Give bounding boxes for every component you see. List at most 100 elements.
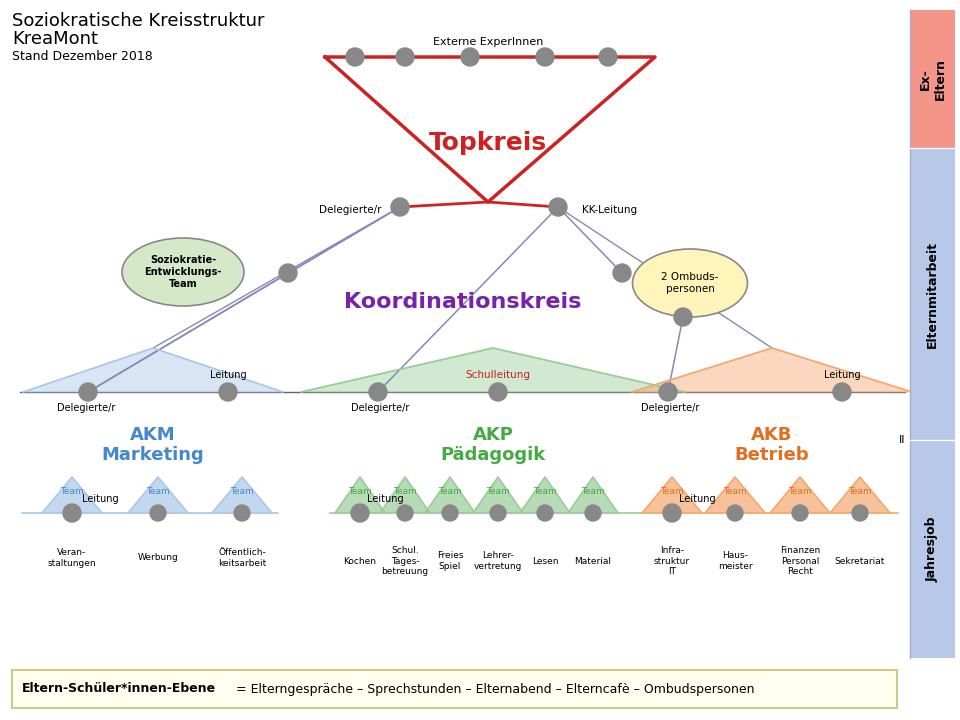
Text: Schul.
Tages-
betreuung: Schul. Tages- betreuung (381, 546, 428, 576)
Text: AKM
Marketing: AKM Marketing (102, 426, 204, 464)
Text: Lesen: Lesen (532, 557, 559, 565)
Text: Team: Team (230, 487, 253, 495)
Polygon shape (380, 477, 430, 513)
Text: Leitung: Leitung (824, 370, 860, 380)
Text: Leitung: Leitung (367, 494, 403, 504)
Circle shape (599, 48, 617, 66)
Text: Eltern-Schüler*innen-Ebene: Eltern-Schüler*innen-Ebene (22, 683, 216, 696)
Polygon shape (128, 477, 188, 513)
Polygon shape (568, 477, 618, 513)
Ellipse shape (633, 249, 748, 317)
Text: Material: Material (574, 557, 612, 565)
Circle shape (489, 383, 507, 401)
Text: Stand Dezember 2018: Stand Dezember 2018 (12, 50, 153, 63)
Polygon shape (770, 477, 830, 513)
Text: AKB
Betrieb: AKB Betrieb (734, 426, 809, 464)
Text: = Elterngespräche – Sprechstunden – Elternabend – Elterncafè – Ombudspersonen: = Elterngespräche – Sprechstunden – Elte… (232, 683, 755, 696)
Text: Kochen: Kochen (344, 557, 376, 565)
Text: Soziokratische Kreisstruktur: Soziokratische Kreisstruktur (12, 12, 265, 30)
Text: Finanzen
Personal
Recht: Finanzen Personal Recht (780, 546, 820, 576)
Text: Leitung: Leitung (82, 494, 118, 504)
Text: Team: Team (438, 487, 462, 495)
Text: Veran-
staltungen: Veran- staltungen (48, 549, 96, 567)
Text: Team: Team (848, 487, 872, 495)
Text: Elternmitarbeit: Elternmitarbeit (926, 240, 939, 348)
Circle shape (150, 505, 166, 521)
Circle shape (659, 383, 677, 401)
Polygon shape (425, 477, 475, 513)
Polygon shape (830, 477, 890, 513)
Polygon shape (473, 477, 523, 513)
Circle shape (79, 383, 97, 401)
Text: Soziokratie-
Entwicklungs-
Team: Soziokratie- Entwicklungs- Team (144, 256, 222, 289)
Text: Koordinationskreis: Koordinationskreis (345, 292, 582, 312)
Text: Team: Team (348, 487, 372, 495)
Circle shape (674, 308, 692, 326)
Circle shape (727, 505, 743, 521)
Text: Team: Team (660, 487, 684, 495)
Bar (910, 148, 955, 440)
Circle shape (346, 48, 364, 66)
Circle shape (442, 505, 458, 521)
Polygon shape (642, 477, 702, 513)
Text: Leitung: Leitung (679, 494, 715, 504)
Circle shape (234, 505, 250, 521)
Text: Öffentlich-
keitsarbeit: Öffentlich- keitsarbeit (218, 549, 266, 567)
Text: Team: Team (60, 487, 84, 495)
Polygon shape (212, 477, 272, 513)
Polygon shape (632, 348, 912, 392)
Circle shape (549, 198, 567, 216)
Text: Delegierte/r: Delegierte/r (319, 205, 381, 215)
Circle shape (391, 198, 409, 216)
Text: KreaMont: KreaMont (12, 30, 98, 48)
Polygon shape (42, 477, 102, 513)
Text: Team: Team (788, 487, 812, 495)
Text: Team: Team (723, 487, 747, 495)
Text: Team: Team (581, 487, 605, 495)
Text: Schulleitung: Schulleitung (466, 370, 531, 380)
Polygon shape (23, 348, 283, 392)
Polygon shape (705, 477, 765, 513)
Text: Team: Team (146, 487, 170, 495)
Circle shape (64, 505, 80, 521)
Circle shape (613, 264, 631, 282)
Bar (12, 670, 897, 708)
Circle shape (397, 505, 413, 521)
Circle shape (490, 505, 506, 521)
Text: Lehrer-
vertretung: Lehrer- vertretung (474, 552, 522, 571)
Bar (910, 440, 955, 658)
Text: II: II (899, 435, 905, 445)
Circle shape (585, 505, 601, 521)
Circle shape (63, 504, 81, 522)
Circle shape (279, 264, 297, 282)
Text: Topkreis: Topkreis (429, 131, 547, 155)
Text: Leitung: Leitung (209, 370, 247, 380)
Circle shape (536, 48, 554, 66)
Circle shape (852, 505, 868, 521)
Text: Team: Team (394, 487, 417, 495)
Circle shape (833, 383, 851, 401)
Text: 2 Ombuds-
personen: 2 Ombuds- personen (661, 272, 719, 294)
Circle shape (396, 48, 414, 66)
Circle shape (369, 383, 387, 401)
Polygon shape (335, 477, 385, 513)
Text: Delegierte/r: Delegierte/r (57, 403, 115, 413)
Text: Delegierte/r: Delegierte/r (641, 403, 699, 413)
Circle shape (219, 383, 237, 401)
Text: Infra-
struktur
IT: Infra- struktur IT (654, 546, 690, 576)
Text: KK-Leitung: KK-Leitung (583, 205, 637, 215)
Circle shape (461, 48, 479, 66)
Text: Haus-
meister: Haus- meister (718, 552, 753, 571)
Circle shape (537, 505, 553, 521)
Text: Delegierte/r: Delegierte/r (350, 403, 409, 413)
Text: Ex-
Eltern: Ex- Eltern (919, 58, 947, 100)
Circle shape (792, 505, 808, 521)
Text: Sekretariat: Sekretariat (835, 557, 885, 565)
Text: Freies
Spiel: Freies Spiel (437, 552, 464, 571)
Circle shape (664, 505, 680, 521)
Text: Werbung: Werbung (137, 554, 179, 562)
Bar (910, 10, 955, 148)
Text: AKP
Pädagogik: AKP Pädagogik (441, 426, 545, 464)
Circle shape (352, 505, 368, 521)
Ellipse shape (122, 238, 244, 306)
